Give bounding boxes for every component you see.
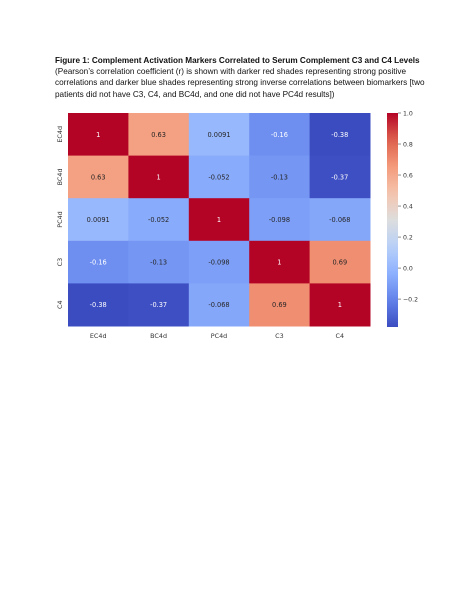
y-tick-label: EC4d	[56, 126, 64, 143]
heatmap-cell	[309, 283, 371, 327]
heatmap-cell	[68, 113, 129, 157]
colorbar	[387, 113, 398, 327]
cell-value-label: 1	[156, 173, 160, 181]
x-tick-label: BC4d	[150, 332, 167, 340]
cell-value-label: -0.37	[331, 173, 348, 181]
cell-value-label: -0.37	[150, 301, 167, 309]
cell-value-label: -0.13	[271, 173, 288, 181]
heatmap-cell	[188, 283, 250, 327]
cell-value-label: 1	[338, 301, 342, 309]
heatmap-cell	[249, 283, 311, 327]
cell-value-label: -0.38	[90, 301, 107, 309]
x-tick-label: C3	[275, 332, 284, 340]
heatmap-cell	[68, 283, 129, 327]
cell-value-label: 0.63	[91, 173, 106, 181]
heatmap-cell	[68, 240, 129, 284]
y-tick-label: PC4d	[56, 211, 64, 227]
x-tick-label: EC4d	[90, 332, 107, 340]
colorbar-tick-label: 0.8	[403, 141, 413, 148]
cell-value-label: 1	[277, 259, 281, 267]
colorbar-tick-label: 0.6	[403, 172, 413, 179]
heatmap-cell	[249, 155, 311, 199]
figure-title: Figure 1: Complement Activation Markers …	[55, 56, 420, 65]
cell-value-label: 0.0091	[207, 131, 230, 139]
heatmap-cell	[249, 198, 311, 242]
heatmap-cell	[309, 155, 371, 199]
heatmap-cell	[128, 155, 190, 199]
y-tick-label: C3	[56, 258, 64, 267]
cell-value-label: -0.098	[208, 259, 229, 267]
heatmap-cell	[309, 198, 371, 242]
heatmap-cell	[68, 198, 129, 242]
cell-value-label: -0.068	[329, 216, 350, 224]
cell-value-label: -0.068	[208, 301, 229, 309]
cell-value-label: -0.098	[269, 216, 290, 224]
cell-value-label: -0.052	[148, 216, 169, 224]
cell-value-label: -0.16	[90, 259, 107, 267]
cell-value-label: -0.13	[150, 259, 167, 267]
heatmap-cell	[128, 283, 190, 327]
y-tick-label: C4	[56, 300, 64, 309]
colorbar-tick-label: −0.2	[403, 296, 418, 303]
cell-value-label: 0.69	[332, 259, 347, 267]
heatmap-cell	[128, 113, 190, 157]
x-tick-label: PC4d	[211, 332, 227, 340]
colorbar-tick-label: 0.4	[403, 203, 413, 210]
heatmap-cell	[188, 155, 250, 199]
x-tick-label: C4	[336, 332, 345, 340]
colorbar-tick-label: 0.0	[403, 265, 413, 272]
cell-value-label: 0.63	[151, 131, 166, 139]
heatmap-cell	[249, 113, 311, 157]
heatmap-cell	[188, 240, 250, 284]
colorbar-tick-label: 1.0	[403, 110, 413, 117]
heatmap-cell	[309, 240, 371, 284]
colorbar-tick-label: 0.2	[403, 234, 413, 241]
cell-value-label: 0.0091	[87, 216, 110, 224]
cell-value-label: 1	[96, 131, 100, 139]
heatmap-cell	[68, 155, 129, 199]
heatmap-cell	[128, 198, 190, 242]
cell-value-label: -0.16	[271, 131, 288, 139]
cell-value-label: 1	[217, 216, 221, 224]
cell-value-label: 0.69	[272, 301, 287, 309]
figure-subtitle: (Pearson’s correlation coefficient (r) i…	[55, 67, 425, 99]
heatmap-cell	[249, 240, 311, 284]
heatmap-cell	[188, 113, 250, 157]
heatmap-cell	[309, 113, 371, 157]
y-tick-label: BC4d	[56, 168, 64, 185]
cell-value-label: -0.38	[331, 131, 348, 139]
heatmap-cell	[188, 198, 250, 242]
heatmap-cell	[128, 240, 190, 284]
figure-caption: Figure 1: Complement Activation Markers …	[55, 55, 427, 100]
cell-value-label: -0.052	[208, 173, 229, 181]
